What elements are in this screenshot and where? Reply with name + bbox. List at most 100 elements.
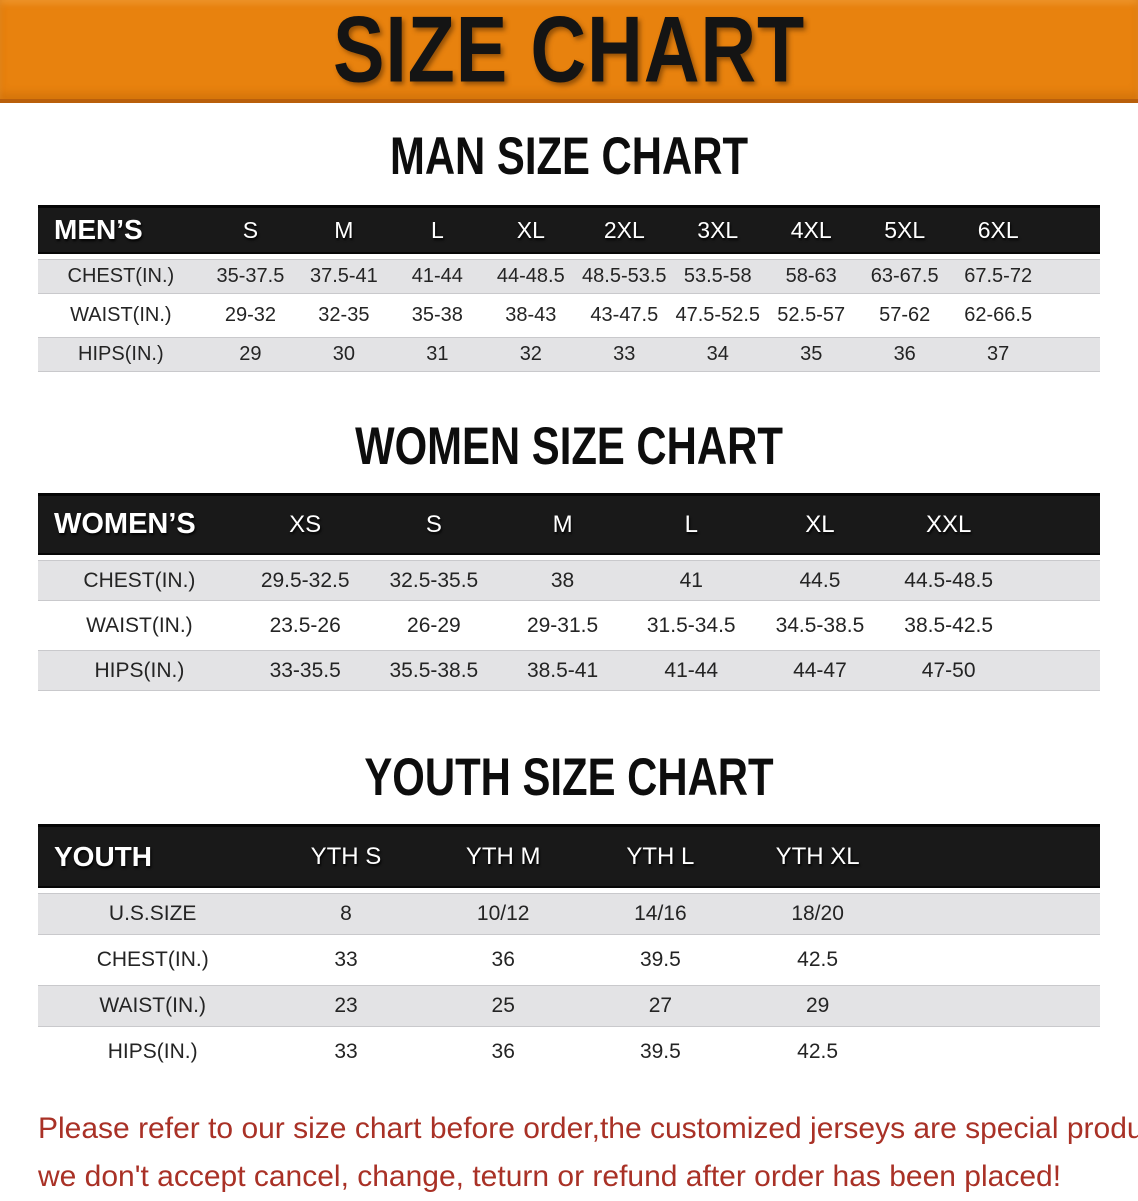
size-value-cell: 34 (671, 337, 765, 372)
measurement-row: HIPS(IN.) 33-35.5 35.5-38.5 38.5-41 41-44 44-… (38, 650, 1100, 691)
men-corner-label: MEN’S (38, 205, 204, 254)
row-label: U.S.SIZE (38, 893, 268, 935)
size-value-cell: 44.5-48.5 (884, 560, 1014, 601)
spacer-cell (1044, 205, 1100, 254)
women-corner-label: WOMEN’S (38, 493, 241, 555)
size-value-cell: 25 (424, 985, 582, 1027)
size-value-cell: 18/20 (739, 893, 897, 935)
size-value-cell: 29-32 (203, 299, 298, 332)
spacer-cell (896, 940, 1100, 980)
size-value-cell: 26-29 (369, 606, 499, 645)
order-policy-line-1: Please refer to our size chart before or… (38, 1112, 1138, 1145)
spacer-cell (896, 985, 1100, 1027)
size-value-cell: 36 (857, 337, 952, 372)
size-value-cell: 38.5-41 (498, 650, 627, 691)
section-women: WOMEN SIZE CHART WOMEN’S XS S M L XL XXL CHEST(… (0, 419, 1138, 696)
size-column-header: 6XL (951, 205, 1045, 254)
spacer-cell (896, 1032, 1100, 1072)
row-label: CHEST(IN.) (38, 940, 268, 980)
size-value-cell: 44-47 (755, 650, 885, 691)
women-section-heading: WOMEN SIZE CHART (355, 415, 783, 476)
size-value-cell: 29 (739, 985, 897, 1027)
size-value-cell: 47-50 (884, 650, 1014, 691)
size-value-cell: 23 (267, 985, 425, 1027)
size-value-cell: 39.5 (581, 1032, 739, 1072)
size-value-cell: 43-47.5 (577, 299, 672, 332)
spacer-cell (1044, 259, 1100, 294)
size-value-cell: 48.5-53.5 (577, 259, 672, 294)
size-value-cell: 58-63 (764, 259, 858, 294)
charts-container: MAN SIZE CHART MEN’S S M L XL 2XL 3XL 4XL 5XL 6XL… (0, 129, 1138, 1201)
spacer-cell (1013, 650, 1100, 691)
size-column-header: 4XL (764, 205, 858, 254)
size-value-cell: 32.5-35.5 (369, 560, 499, 601)
size-value-cell: 8 (267, 893, 425, 935)
size-value-cell: 14/16 (581, 893, 739, 935)
spacer-cell (1044, 337, 1100, 372)
size-column-header: XL (755, 493, 885, 555)
row-label: WAIST(IN.) (38, 299, 204, 332)
size-value-cell: 36 (424, 940, 582, 980)
spacer-cell (1013, 606, 1100, 645)
size-value-cell: 41-44 (390, 259, 485, 294)
size-value-cell: 57-62 (857, 299, 952, 332)
size-value-cell: 67.5-72 (951, 259, 1045, 294)
youth-section-heading: YOUTH SIZE CHART (364, 746, 774, 807)
size-value-cell: 62-66.5 (951, 299, 1045, 332)
women-size-table: WOMEN’S XS S M L XL XXL CHEST(IN.) 29.5-32.5 32.5… (38, 488, 1100, 696)
size-column-header: 2XL (577, 205, 672, 254)
size-column-header: XXL (884, 493, 1014, 555)
measurement-row: HIPS(IN.) 29 30 31 32 33 34 35 36 37 (38, 337, 1100, 372)
measurement-row: CHEST(IN.) 33 36 39.5 42.5 (38, 940, 1100, 980)
size-value-cell: 33 (577, 337, 672, 372)
size-value-cell: 37 (951, 337, 1045, 372)
size-column-header: 3XL (671, 205, 765, 254)
size-value-cell: 33 (267, 940, 425, 980)
order-policy-line-2: we don't accept cancel, change, teturn o… (38, 1160, 1062, 1193)
size-value-cell: 38-43 (484, 299, 578, 332)
size-value-cell: 10/12 (424, 893, 582, 935)
measurement-row: HIPS(IN.) 33 36 39.5 42.5 (38, 1032, 1100, 1072)
spacer-cell (896, 824, 1100, 888)
section-men: MAN SIZE CHART MEN’S S M L XL 2XL 3XL 4XL 5XL 6XL… (0, 129, 1138, 377)
size-header-row: MEN’S S M L XL 2XL 3XL 4XL 5XL 6XL (38, 205, 1100, 254)
size-value-cell: 53.5-58 (671, 259, 765, 294)
size-column-header: YTH L (581, 824, 739, 888)
banner: SIZE CHART (0, 0, 1138, 103)
size-value-cell: 27 (581, 985, 739, 1027)
size-value-cell: 37.5-41 (297, 259, 391, 294)
measurement-row: CHEST(IN.) 29.5-32.5 32.5-35.5 38 41 44.5 44.5… (38, 560, 1100, 601)
size-value-cell: 63-67.5 (857, 259, 952, 294)
size-column-header: S (369, 493, 499, 555)
size-value-cell: 42.5 (739, 1032, 897, 1072)
size-value-cell: 32-35 (297, 299, 391, 332)
size-header-row: WOMEN’S XS S M L XL XXL (38, 493, 1100, 555)
size-value-cell: 36 (424, 1032, 582, 1072)
size-column-header: S (203, 205, 298, 254)
size-column-header: M (498, 493, 627, 555)
size-column-header: YTH S (267, 824, 425, 888)
size-column-header: YTH XL (739, 824, 897, 888)
measurement-row: WAIST(IN.) 23 25 27 29 (38, 985, 1100, 1027)
measurement-row: WAIST(IN.) 23.5-26 26-29 29-31.5 31.5-34.5 34… (38, 606, 1100, 645)
row-label: WAIST(IN.) (38, 985, 268, 1027)
size-value-cell: 39.5 (581, 940, 739, 980)
youth-size-table: YOUTH YTH S YTH M YTH L YTH XL U.S.SIZE 8 10/12… (38, 819, 1100, 1077)
size-column-header: XS (240, 493, 370, 555)
size-value-cell: 33 (267, 1032, 425, 1072)
measurement-row: WAIST(IN.) 29-32 32-35 35-38 38-43 43-47.5 47.… (38, 299, 1100, 332)
size-value-cell: 30 (297, 337, 391, 372)
size-value-cell: 35 (764, 337, 858, 372)
spacer-cell (1044, 299, 1100, 332)
men-section-heading: MAN SIZE CHART (389, 125, 749, 186)
banner-title: SIZE CHART (332, 0, 806, 102)
size-value-cell: 29.5-32.5 (240, 560, 370, 601)
size-value-cell: 23.5-26 (240, 606, 370, 645)
measurement-row: U.S.SIZE 8 10/12 14/16 18/20 (38, 893, 1100, 935)
size-value-cell: 29-31.5 (498, 606, 627, 645)
size-value-cell: 47.5-52.5 (671, 299, 765, 332)
size-value-cell: 34.5-38.5 (755, 606, 885, 645)
size-value-cell: 42.5 (739, 940, 897, 980)
order-policy-notice: Please refer to our size chart before or… (38, 1105, 1138, 1201)
size-value-cell: 33-35.5 (240, 650, 370, 691)
